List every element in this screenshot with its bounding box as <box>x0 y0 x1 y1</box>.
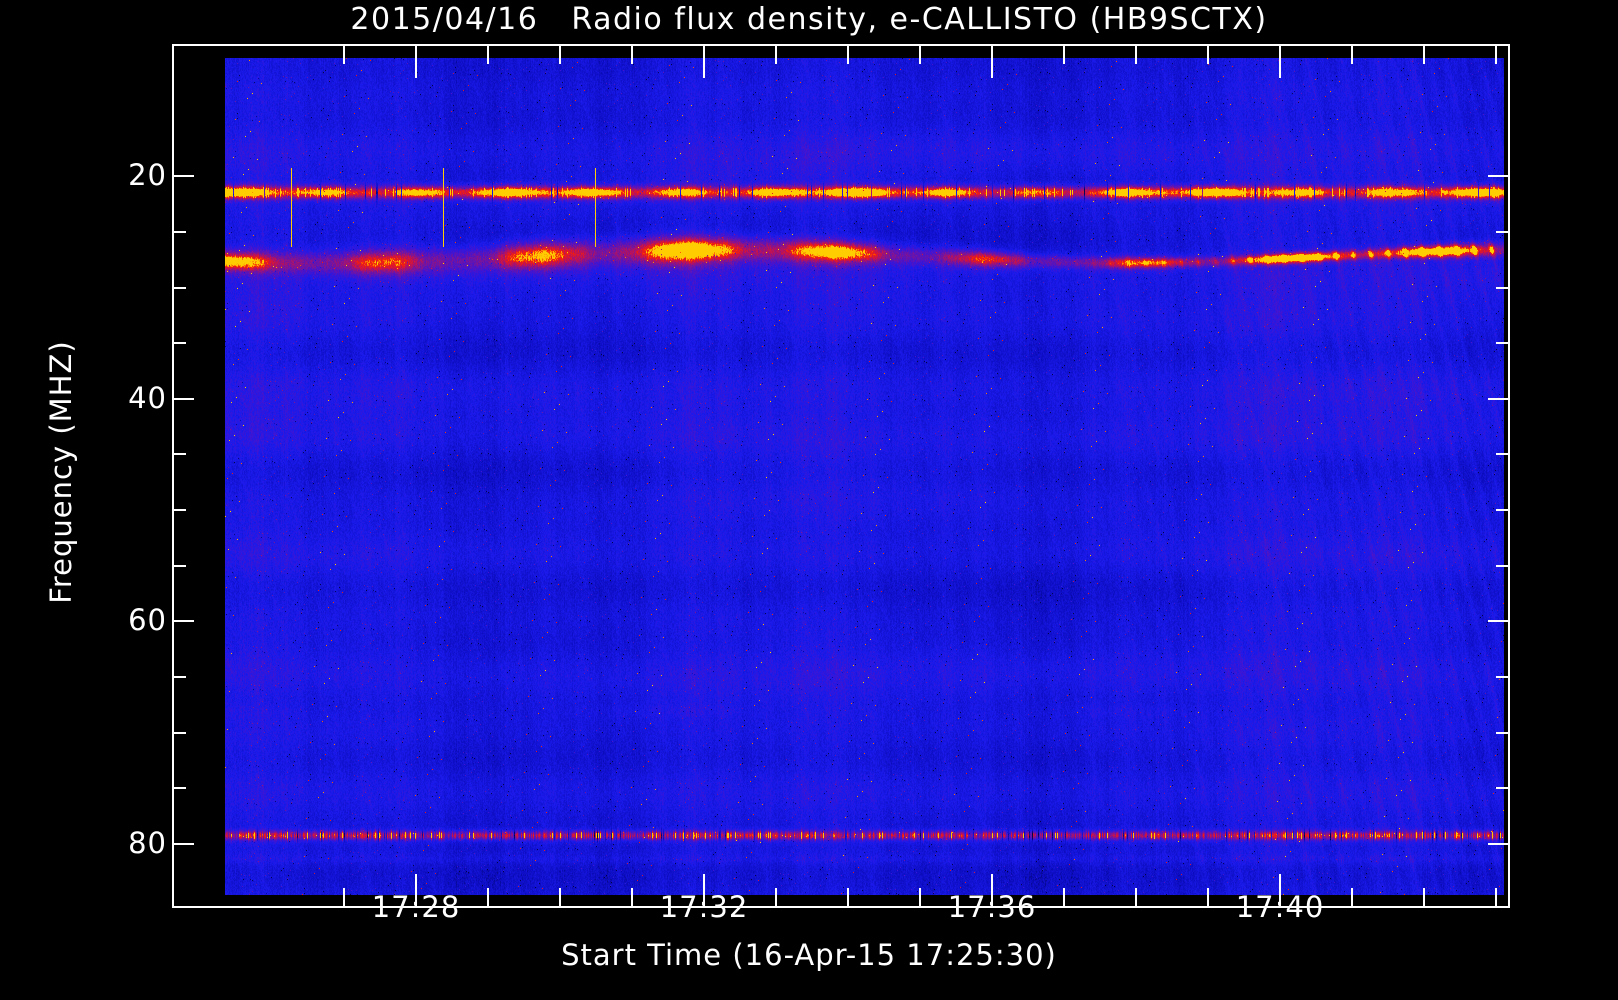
y-axis-title: Frequency (MHZ) <box>44 340 78 604</box>
y-tick-right-major-40 <box>1488 398 1508 400</box>
x-tick-minor-7 <box>919 888 921 906</box>
x-tick-top-minor-4 <box>631 46 633 64</box>
x-tick-top-minor-10 <box>1207 46 1209 64</box>
x-tick-top-minor-6 <box>847 46 849 64</box>
x-tick-minor-1 <box>343 888 345 906</box>
y-tick-major-60 <box>174 620 194 622</box>
y-tick-right-major-80 <box>1488 843 1508 845</box>
x-tick-minor-2 <box>487 888 489 906</box>
y-tick-right-major-60 <box>1488 620 1508 622</box>
x-tick-label-1732: 17:32 <box>659 890 749 924</box>
x-tick-major-1740 <box>1279 874 1281 906</box>
x-tick-top-minor-13 <box>1495 46 1497 64</box>
x-tick-top-minor-12 <box>1423 46 1425 64</box>
x-tick-minor-6 <box>847 888 849 906</box>
y-tick-right-minor-75 <box>1496 787 1508 789</box>
x-tick-top-minor-5 <box>775 46 777 64</box>
x-tick-minor-9 <box>1135 888 1137 906</box>
x-tick-top-major-1732 <box>703 46 705 78</box>
x-tick-minor-8 <box>1063 888 1065 906</box>
x-tick-minor-10 <box>1207 888 1209 906</box>
y-tick-minor-65 <box>174 676 186 678</box>
x-axis-title: Start Time (16-Apr-15 17:25:30) <box>561 938 1057 972</box>
y-tick-minor-70 <box>174 732 186 734</box>
x-tick-top-minor-1 <box>343 46 345 64</box>
x-tick-top-minor-3 <box>559 46 561 64</box>
y-tick-label-20: 20 <box>128 158 167 192</box>
x-tick-minor-5 <box>775 888 777 906</box>
y-tick-right-minor-70 <box>1496 732 1508 734</box>
x-tick-minor-12 <box>1423 888 1425 906</box>
y-tick-minor-30 <box>174 287 186 289</box>
spectrogram-image <box>225 58 1504 895</box>
y-tick-right-minor-35 <box>1496 342 1508 344</box>
y-tick-minor-35 <box>174 342 186 344</box>
y-tick-label-80: 80 <box>128 826 167 860</box>
y-tick-minor-75 <box>174 787 186 789</box>
page-title: 2015/04/16 Radio flux density, e-CALLIST… <box>350 2 1268 37</box>
x-tick-top-major-1736 <box>991 46 993 78</box>
x-tick-minor-4 <box>631 888 633 906</box>
y-tick-right-major-20 <box>1488 175 1508 177</box>
y-tick-right-minor-25 <box>1496 231 1508 233</box>
x-tick-label-1728: 17:28 <box>371 890 461 924</box>
y-tick-right-minor-55 <box>1496 565 1508 567</box>
x-tick-major-1736 <box>991 874 993 906</box>
x-tick-label-1736: 17:36 <box>947 890 1037 924</box>
x-tick-minor-13 <box>1495 888 1497 906</box>
y-tick-right-minor-65 <box>1496 676 1508 678</box>
y-tick-minor-50 <box>174 509 186 511</box>
y-tick-right-minor-45 <box>1496 453 1508 455</box>
y-tick-label-60: 60 <box>128 603 167 637</box>
x-tick-top-minor-8 <box>1063 46 1065 64</box>
y-tick-major-40 <box>174 398 194 400</box>
y-tick-right-minor-30 <box>1496 287 1508 289</box>
x-tick-label-1740: 17:40 <box>1235 890 1325 924</box>
x-tick-minor-3 <box>559 888 561 906</box>
x-tick-top-minor-2 <box>487 46 489 64</box>
y-tick-major-20 <box>174 175 194 177</box>
spectrogram-panel <box>225 58 1504 895</box>
x-tick-top-minor-9 <box>1135 46 1137 64</box>
y-tick-minor-25 <box>174 231 186 233</box>
x-tick-major-1728 <box>415 874 417 906</box>
x-tick-minor-11 <box>1351 888 1353 906</box>
y-tick-label-40: 40 <box>128 381 167 415</box>
x-tick-top-minor-7 <box>919 46 921 64</box>
y-tick-major-80 <box>174 843 194 845</box>
x-tick-major-1732 <box>703 874 705 906</box>
y-tick-minor-55 <box>174 565 186 567</box>
x-tick-top-major-1728 <box>415 46 417 78</box>
x-tick-top-minor-11 <box>1351 46 1353 64</box>
y-tick-right-minor-50 <box>1496 509 1508 511</box>
x-tick-top-major-1740 <box>1279 46 1281 78</box>
y-tick-minor-45 <box>174 453 186 455</box>
